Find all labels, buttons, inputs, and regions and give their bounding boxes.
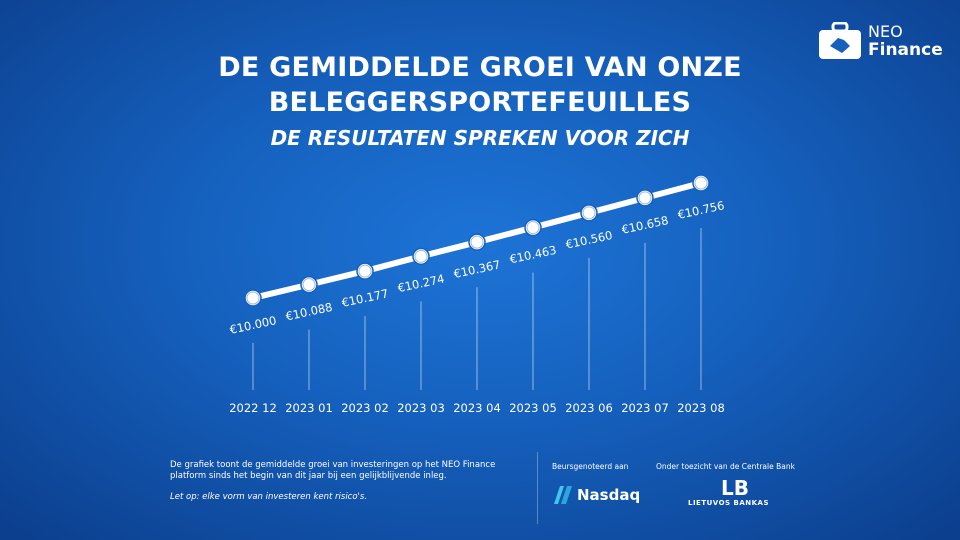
x-tick-label: 2023 08	[677, 401, 725, 415]
risk-warning: Let op: elke vorm van investeren kent ri…	[170, 492, 368, 502]
supervision-label: Onder toezicht van de Centrale Bank	[656, 462, 795, 471]
x-tick-label: 2023 01	[285, 401, 333, 415]
data-label: €10.463	[508, 243, 557, 267]
data-label: €10.756	[676, 198, 725, 222]
bank-mark-icon: LB	[721, 476, 749, 500]
x-tick-label: 2023 02	[341, 401, 389, 415]
data-label: €10.274	[396, 272, 445, 296]
x-tick-label: 2022 12	[229, 401, 277, 415]
data-label: €10.177	[340, 286, 389, 310]
nasdaq-logo: Nasdaq	[552, 486, 640, 504]
data-point-ring	[302, 278, 316, 292]
page-subtitle: DE RESULTATEN SPREKEN VOOR ZICH	[270, 126, 690, 150]
data-label: €10.000	[228, 313, 277, 337]
data-point-ring	[470, 235, 484, 249]
data-point-ring	[358, 264, 372, 278]
data-point-ring	[582, 206, 596, 220]
logo-neo: NEO	[868, 22, 903, 41]
data-point-ring	[694, 176, 708, 190]
lietuvos-bankas-logo: LB LIETUVOS BANKAS	[688, 476, 780, 507]
data-label: €10.088	[284, 300, 333, 324]
data-point-ring	[638, 191, 652, 205]
listed-label: Beursgenoteerd aan	[552, 462, 629, 471]
x-tick-label: 2023 07	[621, 401, 669, 415]
nasdaq-icon	[554, 486, 572, 504]
data-label: €10.658	[620, 213, 669, 237]
x-tick-label: 2023 05	[509, 401, 557, 415]
page-title-line2: BELEGGERSPORTEFEUILLES	[268, 87, 692, 118]
data-point-ring	[414, 249, 428, 263]
x-tick-label: 2023 04	[453, 401, 501, 415]
data-point-ring	[526, 221, 540, 235]
chart-description: De grafiek toont de gemiddelde groei van…	[170, 460, 496, 481]
footer-divider	[537, 452, 538, 524]
page-title-line1: DE GEMIDDELDE GROEI VAN ONZE	[218, 52, 742, 83]
briefcase-handshake-icon	[819, 22, 861, 59]
data-label: €10.560	[564, 228, 613, 252]
nasdaq-text: Nasdaq	[577, 486, 641, 504]
data-label: €10.367	[452, 257, 501, 281]
neo-finance-logo: NEO Finance	[818, 22, 943, 60]
x-tick-label: 2023 06	[565, 401, 613, 415]
bank-name: LIETUVOS BANKAS	[687, 499, 770, 507]
data-point-ring	[246, 291, 260, 305]
logo-finance: Finance	[868, 40, 943, 60]
x-tick-label: 2023 03	[397, 401, 445, 415]
